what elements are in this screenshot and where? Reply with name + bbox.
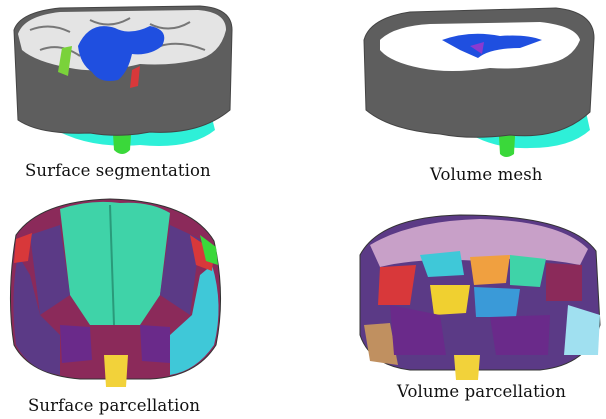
- volume-mesh-panel: [350, 0, 606, 165]
- caption-volume-parcellation: Volume parcellation: [397, 382, 566, 401]
- caption-surface-parcellation: Surface parcellation: [28, 396, 201, 415]
- caption-volume-mesh: Volume mesh: [430, 165, 543, 184]
- surface-parcellation-image: [9, 198, 222, 387]
- surface-segmentation-image: [13, 5, 233, 154]
- volume-mesh-image: [363, 7, 595, 157]
- volume-parcellation-image: [359, 214, 601, 380]
- caption-surface-segmentation: Surface segmentation: [25, 161, 211, 180]
- surface-parcellation-panel: [0, 195, 230, 390]
- volume-parcellation-panel: [350, 205, 606, 380]
- surface-segmentation-panel: [0, 0, 240, 160]
